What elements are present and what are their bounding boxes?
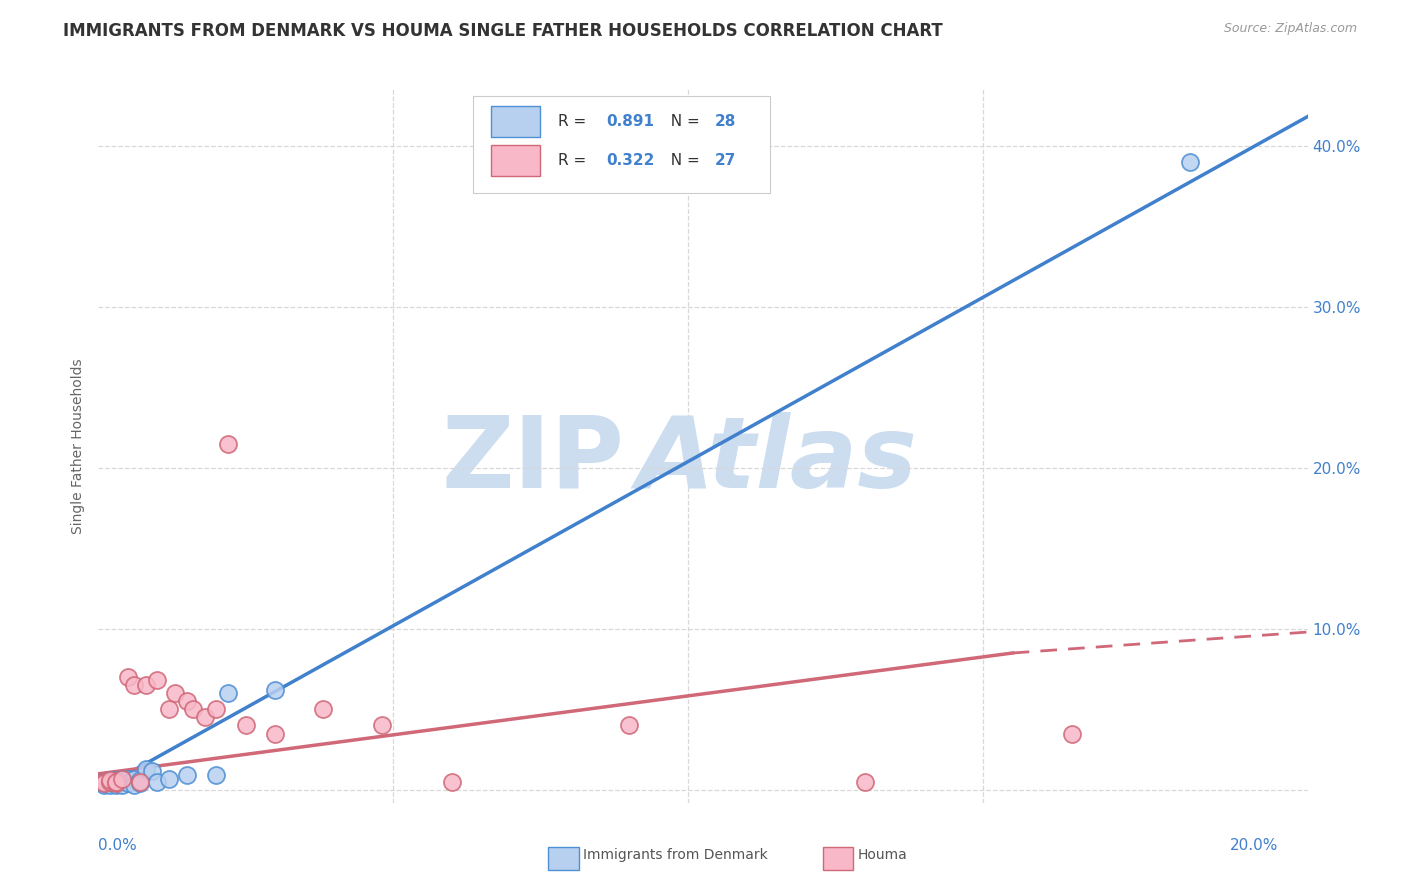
Point xyxy=(105,776,128,790)
Point xyxy=(122,778,145,792)
Point xyxy=(93,778,115,792)
Point xyxy=(111,775,134,789)
Point xyxy=(157,702,180,716)
Point xyxy=(105,778,128,792)
Point xyxy=(105,775,128,789)
FancyBboxPatch shape xyxy=(474,96,769,193)
Text: Immigrants from Denmark: Immigrants from Denmark xyxy=(583,847,768,862)
Point xyxy=(93,776,115,790)
Point xyxy=(165,686,187,700)
Point xyxy=(370,718,392,732)
Text: IMMIGRANTS FROM DENMARK VS HOUMA SINGLE FATHER HOUSEHOLDS CORRELATION CHART: IMMIGRANTS FROM DENMARK VS HOUMA SINGLE … xyxy=(63,22,943,40)
Text: 20.0%: 20.0% xyxy=(1230,838,1278,854)
Point xyxy=(1178,154,1201,169)
Point xyxy=(146,673,169,688)
Point xyxy=(93,775,115,789)
Point xyxy=(105,776,128,790)
Text: N =: N = xyxy=(661,114,704,128)
Point xyxy=(264,726,287,740)
Point xyxy=(111,772,134,786)
Point xyxy=(157,772,180,786)
Text: 0.0%: 0.0% xyxy=(98,838,138,854)
Point xyxy=(111,772,134,786)
Point xyxy=(217,686,239,700)
Text: ZIP: ZIP xyxy=(441,412,624,508)
Point xyxy=(217,436,239,450)
Point xyxy=(853,775,876,789)
Point xyxy=(128,776,150,790)
Point xyxy=(235,718,257,732)
Text: 0.322: 0.322 xyxy=(606,153,655,168)
Point xyxy=(117,670,139,684)
Text: Source: ZipAtlas.com: Source: ZipAtlas.com xyxy=(1223,22,1357,36)
Point xyxy=(264,683,287,698)
Point xyxy=(135,678,157,692)
Point xyxy=(128,773,150,788)
Point xyxy=(117,776,139,790)
Text: 27: 27 xyxy=(716,153,737,168)
Text: Atlas: Atlas xyxy=(637,412,917,508)
Point xyxy=(441,775,464,789)
Point xyxy=(205,768,228,782)
Point xyxy=(98,773,121,788)
Point xyxy=(93,775,115,789)
Point xyxy=(98,773,121,788)
Point xyxy=(98,775,121,789)
Point xyxy=(122,772,145,786)
Text: Houma: Houma xyxy=(858,847,907,862)
Point xyxy=(98,778,121,792)
Point xyxy=(311,702,333,716)
Point xyxy=(111,778,134,792)
Point xyxy=(619,718,641,732)
FancyBboxPatch shape xyxy=(492,106,540,136)
Point xyxy=(141,764,163,778)
Point xyxy=(176,768,198,782)
Point xyxy=(93,776,115,790)
Point xyxy=(135,762,157,776)
Point xyxy=(128,775,150,789)
Text: N =: N = xyxy=(661,153,704,168)
FancyBboxPatch shape xyxy=(492,145,540,176)
Y-axis label: Single Father Households: Single Father Households xyxy=(72,359,86,533)
Point xyxy=(105,775,128,789)
Point xyxy=(181,702,204,716)
Point xyxy=(194,710,217,724)
Text: R =: R = xyxy=(558,153,591,168)
Point xyxy=(205,702,228,716)
Point xyxy=(98,775,121,789)
Point xyxy=(122,678,145,692)
Point xyxy=(146,775,169,789)
Text: 0.891: 0.891 xyxy=(606,114,654,128)
Text: 28: 28 xyxy=(716,114,737,128)
Point xyxy=(105,773,128,788)
Point xyxy=(117,772,139,786)
Point xyxy=(1060,726,1083,740)
Text: R =: R = xyxy=(558,114,591,128)
Point xyxy=(176,694,198,708)
